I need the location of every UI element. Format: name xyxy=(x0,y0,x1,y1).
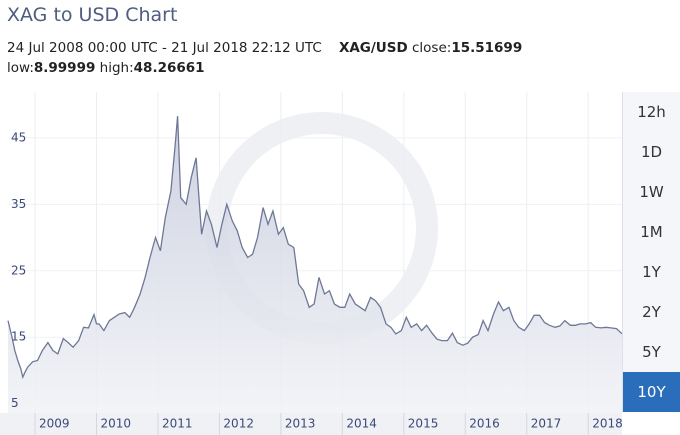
stats: close:15.51699 low:8.99999 high:48.26661 xyxy=(7,40,522,76)
range-button[interactable]: 5Y xyxy=(622,332,680,372)
x-tick-label: 2018 xyxy=(592,417,623,431)
range-button[interactable]: 1D xyxy=(622,132,680,172)
x-tick-label: 2014 xyxy=(346,417,377,431)
area xyxy=(8,116,622,413)
x-tick-label: 2016 xyxy=(469,417,500,431)
x-tick-label: 2013 xyxy=(285,417,316,431)
stat-label: high: xyxy=(99,60,134,76)
range-button[interactable]: 1Y xyxy=(622,252,680,292)
stat-value: 15.51699 xyxy=(451,40,523,56)
range-button[interactable]: 10Y xyxy=(622,372,680,412)
y-tick-label: 45 xyxy=(11,130,26,144)
range-button[interactable]: 2Y xyxy=(622,292,680,332)
x-tick-label: 2011 xyxy=(162,417,193,431)
pair: XAG/USD xyxy=(338,40,408,56)
line xyxy=(7,116,623,380)
range-buttons: 12h 1D 1W 1M 1Y 2Y 5Y 10Y xyxy=(622,92,680,412)
y-tick-label: 5 xyxy=(11,396,19,410)
range-button[interactable]: 1M xyxy=(622,212,680,252)
y-tick-label: 35 xyxy=(11,197,26,211)
stat-value: 48.26661 xyxy=(133,60,205,76)
y-tick-label: 25 xyxy=(11,263,26,277)
x-tick-label: 2017 xyxy=(531,417,562,431)
x-tick-label: 2015 xyxy=(408,417,439,431)
x-tick-label: 2012 xyxy=(223,417,254,431)
x-tick-label: 2010 xyxy=(101,417,132,431)
stat-label: low: xyxy=(7,60,34,76)
x-axis-band xyxy=(0,413,622,435)
subtitle: 24 Jul 2008 00:00 UTC - 21 Jul 2018 22:1… xyxy=(7,38,607,78)
stat-label: close: xyxy=(412,40,452,56)
range-button[interactable]: 12h xyxy=(622,92,680,132)
x-tick-label: 2009 xyxy=(39,417,70,431)
y-tick-label: 15 xyxy=(11,330,26,344)
date-range: 24 Jul 2008 00:00 UTC - 21 Jul 2018 22:1… xyxy=(7,40,322,56)
range-button[interactable]: 1W xyxy=(622,172,680,212)
chart-title: XAG to USD Chart xyxy=(7,4,178,26)
stat-value: 8.99999 xyxy=(33,60,96,76)
